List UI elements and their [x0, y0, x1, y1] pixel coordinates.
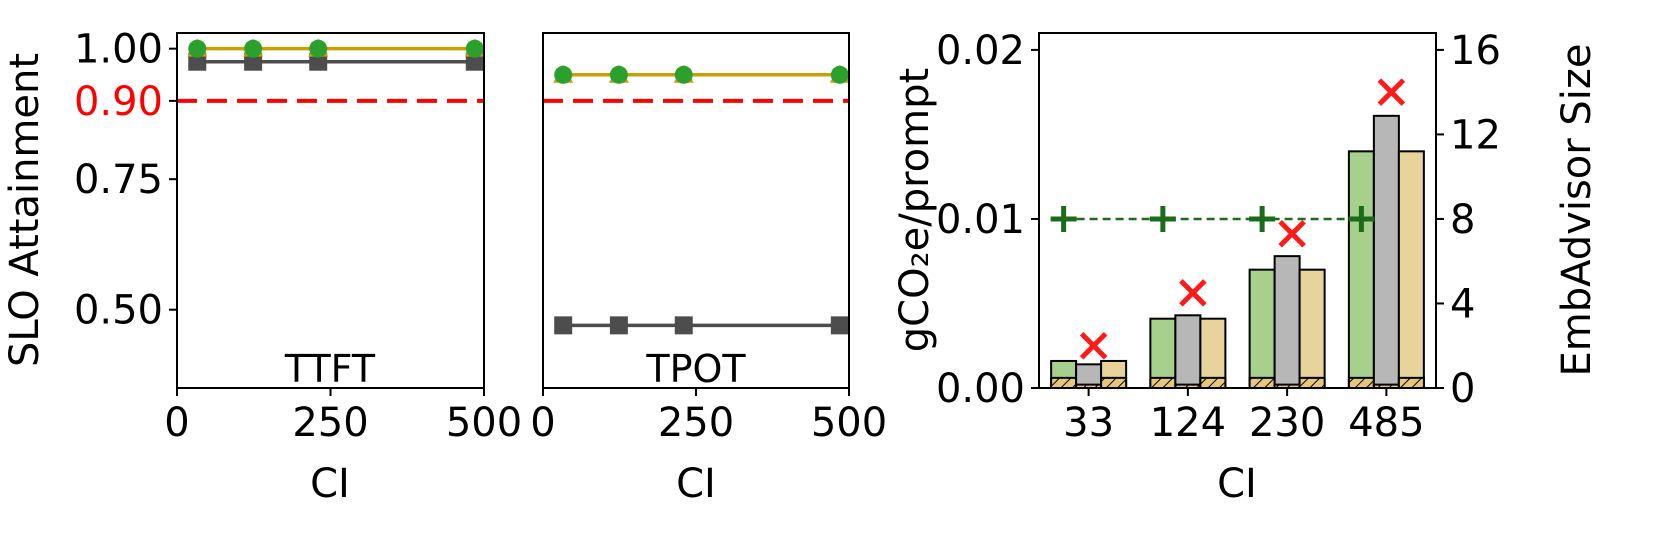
y-tick-label: 0.01	[936, 197, 1025, 243]
tpot-panel-label: TPOT	[645, 347, 746, 391]
bar	[1273, 255, 1301, 389]
y-tick-label: 0.00	[936, 366, 1025, 412]
plot-frame	[1038, 32, 1437, 389]
plus-marker	[1050, 205, 1077, 232]
y-tick-label: 1.00	[74, 27, 163, 73]
x-tick-label: 0	[530, 400, 555, 446]
y2-tick-label: 4	[1450, 281, 1475, 327]
bar	[1199, 317, 1227, 390]
series-point	[244, 52, 263, 71]
bar	[1298, 268, 1326, 389]
y2-tick-label: 8	[1450, 197, 1475, 243]
bar	[1397, 150, 1425, 389]
x-marker	[1079, 331, 1108, 360]
series-point	[674, 316, 693, 335]
embadvisor-size-ylabel: EmbAdvisor Size	[1554, 43, 1600, 376]
y-tick-label: 0.02	[936, 28, 1025, 74]
tpot-xlabel: CI	[676, 461, 716, 507]
x-marker	[1377, 78, 1406, 106]
y-tick-label: 0.90	[74, 79, 163, 125]
bar-hatched-segment	[1347, 376, 1375, 390]
bar	[1372, 114, 1400, 389]
series-point	[309, 52, 328, 71]
series-point	[309, 39, 328, 58]
y-tick-label: 0.75	[74, 157, 163, 203]
series-point	[830, 316, 849, 335]
bar-hatched-segment	[1050, 376, 1078, 390]
series-point	[244, 39, 263, 58]
plot-frame	[542, 32, 850, 389]
y2-tick-label: 0	[1450, 366, 1475, 412]
carbon-bar-panel: 33 124 230 485 0.00 0.01 0.02 0 4 8 12 16	[936, 28, 1501, 446]
bar-hatched-segment	[1298, 376, 1326, 390]
series-point	[609, 65, 628, 84]
series-point	[554, 316, 573, 335]
series-point	[465, 39, 484, 58]
x-marker	[1179, 279, 1207, 307]
bar	[1347, 150, 1375, 389]
series-point	[188, 52, 207, 71]
tpot-panel: 0 250 500	[530, 32, 887, 446]
x-tick-label: 250	[292, 400, 368, 446]
x-tick-label: 33	[1063, 400, 1114, 446]
bar-hatched-segment	[1100, 376, 1128, 390]
bar-hatched-segment	[1199, 376, 1227, 390]
ttft-panel: 0 250 500 0.50 0.75 0.90 1.00	[74, 27, 522, 446]
y2-tick-label: 12	[1450, 112, 1501, 158]
x-tick-label: 500	[811, 400, 887, 446]
ttft-panel-label: TTFT	[284, 347, 376, 391]
bar-hatched-segment	[1397, 376, 1425, 390]
plus-marker	[1149, 205, 1176, 232]
bar	[1174, 314, 1202, 389]
x-tick-label: 0	[164, 400, 189, 446]
y2-tick-label: 16	[1450, 28, 1501, 74]
series-point	[465, 52, 484, 71]
series-point	[830, 65, 849, 84]
plus-marker	[1249, 205, 1276, 232]
series-point	[609, 316, 628, 335]
series-point	[674, 65, 693, 84]
x-tick-label: 250	[658, 400, 734, 446]
ttft-xlabel: CI	[310, 461, 350, 507]
bar-hatched-segment	[1248, 376, 1276, 390]
x-marker	[1278, 219, 1306, 248]
carbon-xlabel: CI	[1217, 461, 1257, 507]
series-point	[188, 39, 207, 58]
series-point	[554, 65, 573, 84]
slo-ylabel: SLO Attainment	[2, 53, 48, 367]
bar	[1248, 268, 1276, 389]
plot-frame	[176, 32, 485, 389]
bar-hatched-segment	[1149, 376, 1177, 390]
x-tick-label: 230	[1249, 400, 1325, 446]
x-tick-label: 124	[1150, 400, 1226, 446]
plus-marker	[1348, 205, 1375, 232]
x-tick-label: 485	[1348, 400, 1424, 446]
carbon-ylabel: gCO₂e/prompt	[892, 68, 938, 352]
x-tick-label: 500	[446, 400, 522, 446]
y-tick-label: 0.50	[74, 288, 163, 334]
